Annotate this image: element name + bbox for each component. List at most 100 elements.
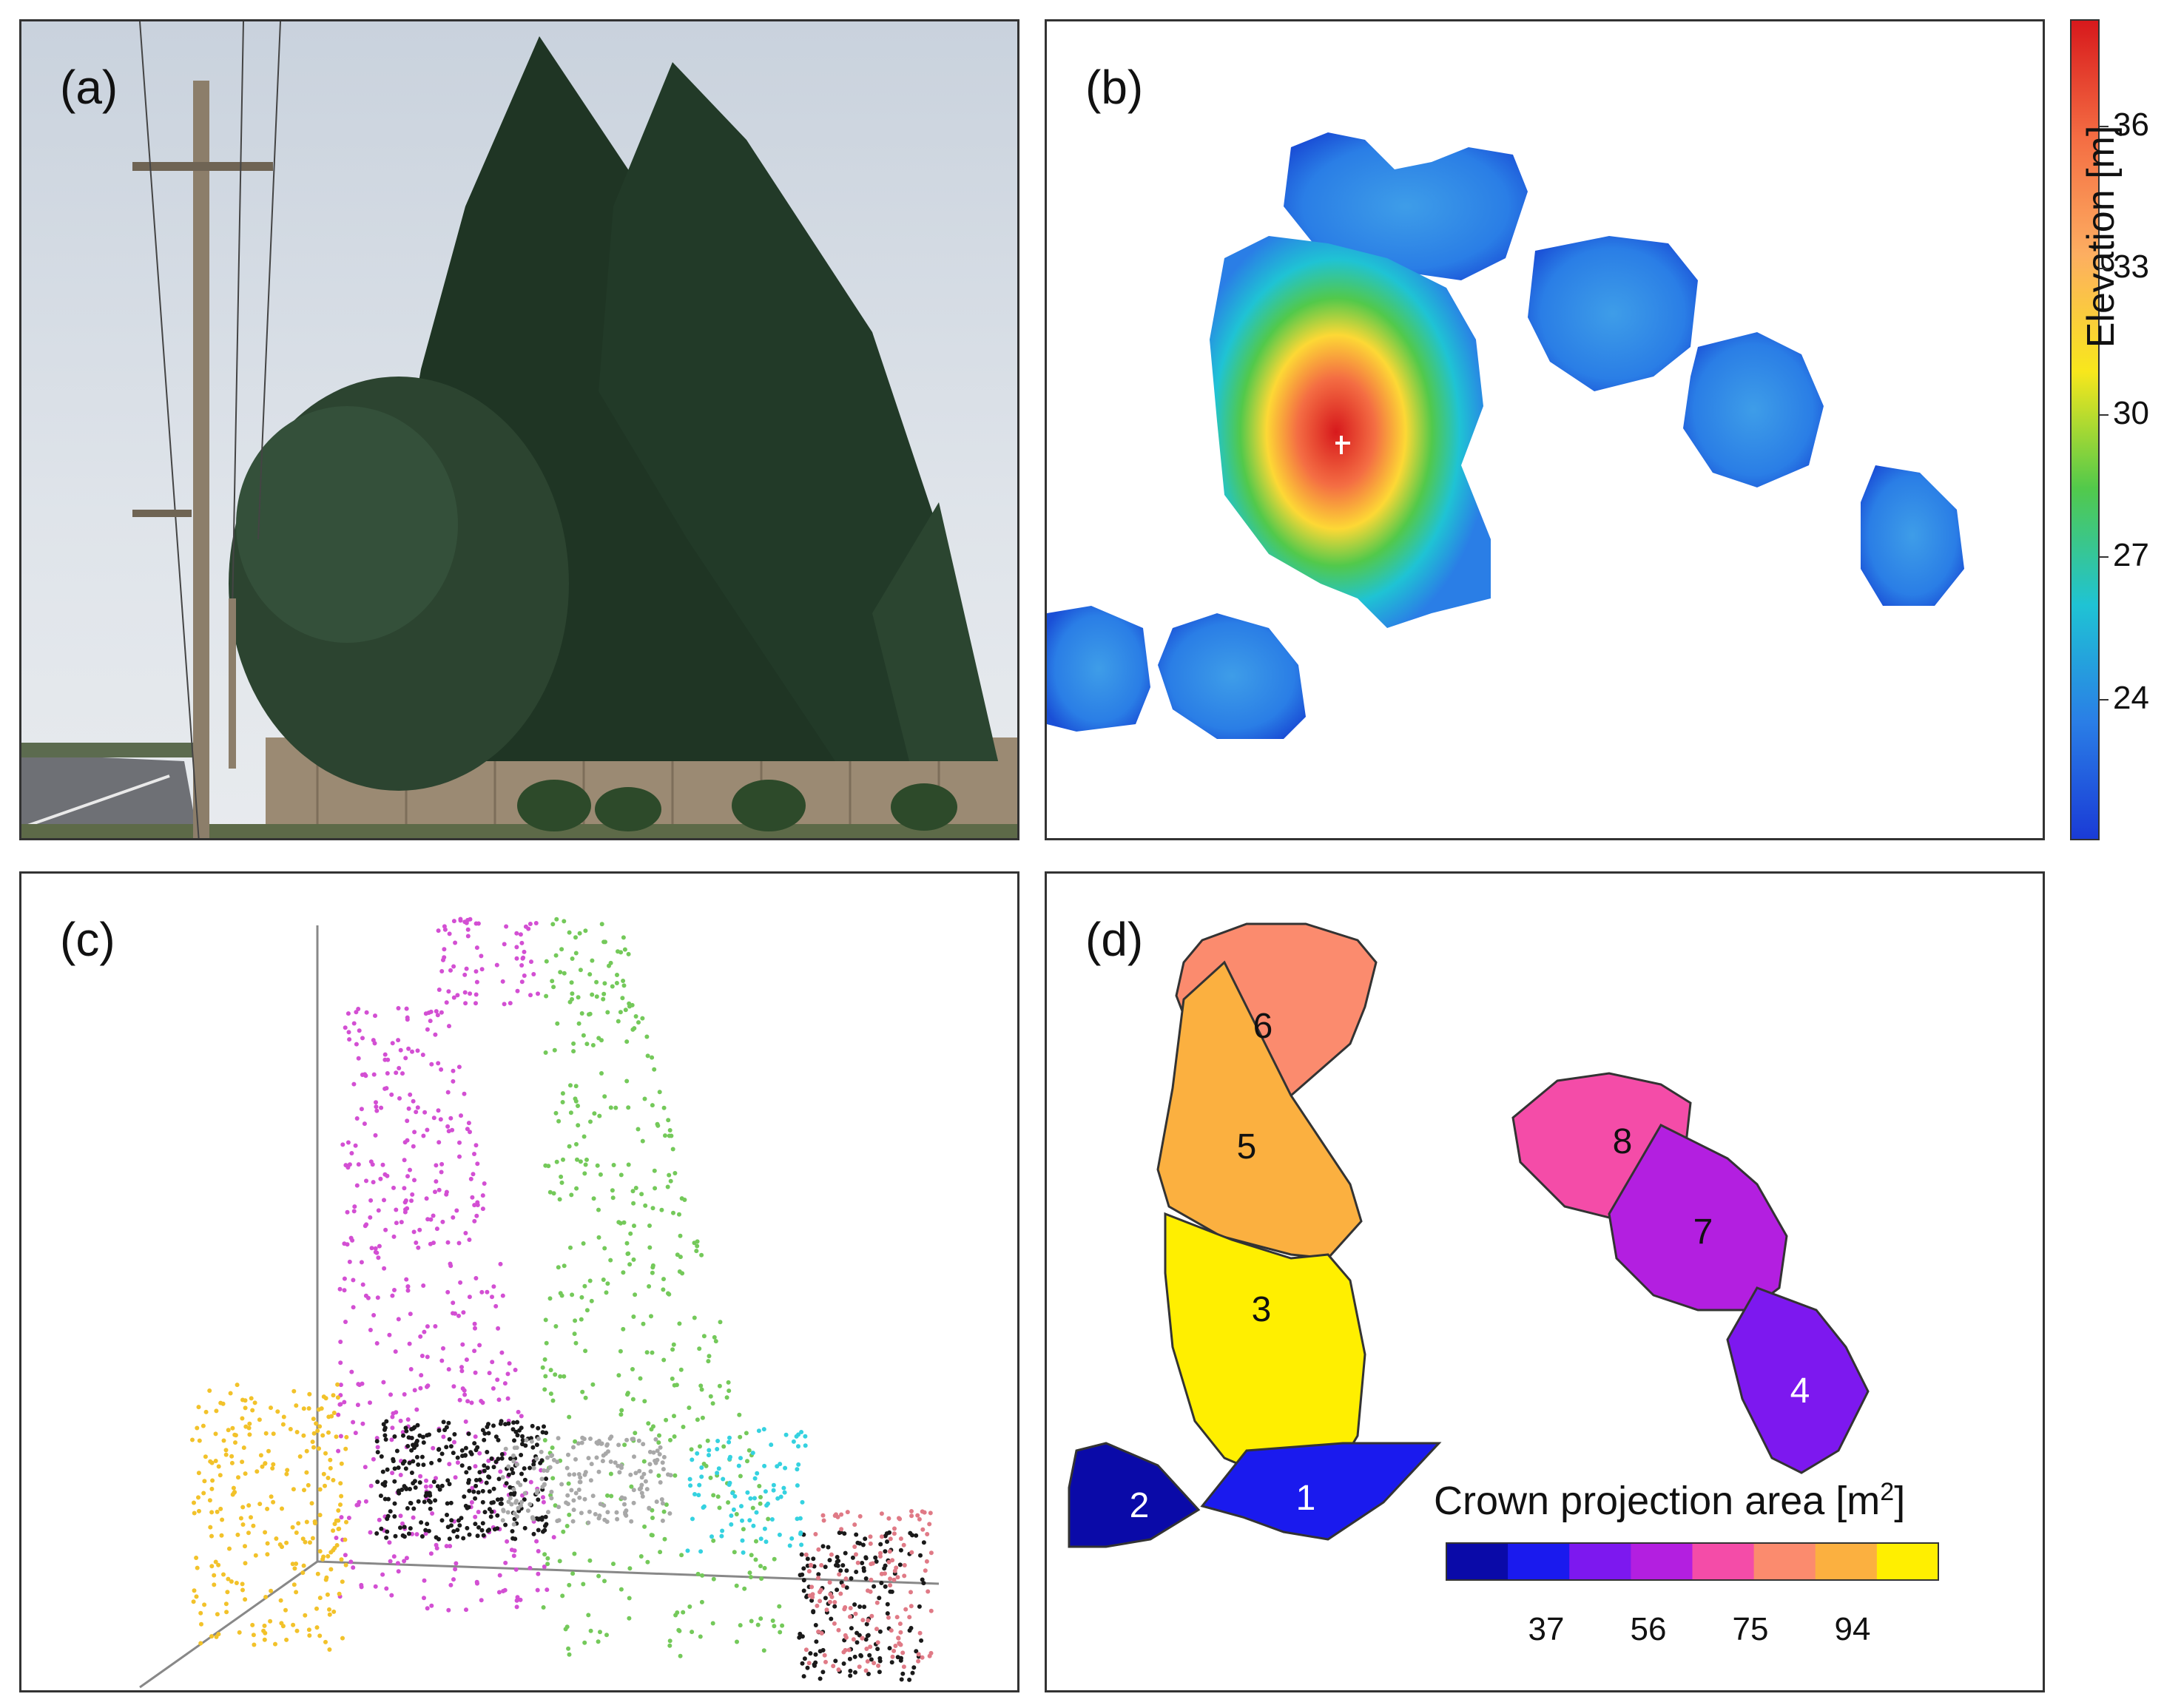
point-cloud-point (886, 1559, 891, 1564)
point-cloud-point (549, 1496, 554, 1501)
point-cloud-point (421, 1440, 426, 1445)
point-cloud-point (503, 1446, 508, 1451)
point-cloud-point (687, 1604, 692, 1609)
point-cloud-point (337, 1402, 343, 1407)
point-cloud-point (644, 1487, 650, 1492)
point-cloud-point (391, 1554, 397, 1559)
point-cloud-point (879, 1571, 884, 1576)
point-cloud-point (510, 1471, 516, 1476)
point-cloud-point (317, 1549, 323, 1554)
point-cloud-point (444, 1000, 449, 1005)
point-cloud-point (642, 1096, 647, 1101)
point-cloud-point (317, 1446, 321, 1451)
point-cloud-point (726, 1380, 731, 1385)
point-cloud-point (464, 1357, 469, 1363)
point-cloud-point (531, 1465, 536, 1471)
point-cloud-point (342, 1276, 347, 1281)
point-cloud-point (579, 1294, 584, 1300)
point-cloud-point (544, 1476, 548, 1482)
point-cloud-point (308, 1540, 312, 1545)
point-cloud-point (717, 1383, 722, 1388)
point-cloud-point (536, 1571, 541, 1576)
point-cloud-point (462, 972, 468, 977)
point-cloud-point (473, 1326, 477, 1331)
point-cloud-point (852, 1522, 857, 1528)
point-cloud-point (447, 1462, 452, 1467)
point-cloud-point (340, 1579, 345, 1584)
point-cloud-point (373, 1013, 377, 1019)
point-cloud-point (909, 1604, 914, 1609)
point-cloud-point (783, 1465, 788, 1471)
point-cloud-point (383, 1227, 388, 1232)
point-cloud-point (531, 972, 536, 976)
point-cloud-point (818, 1590, 822, 1595)
point-cloud-point (717, 1505, 722, 1510)
point-cloud-point (403, 1198, 408, 1203)
crown-label-7: 7 (1693, 1212, 1713, 1252)
point-cloud-point (660, 1501, 665, 1506)
point-cloud-point (578, 968, 583, 973)
point-cloud-point (424, 1478, 428, 1483)
point-cloud-point (625, 1391, 630, 1396)
point-cloud-point (844, 1568, 849, 1573)
point-cloud-point (876, 1663, 881, 1668)
point-cloud-point (857, 1604, 863, 1609)
point-cloud-point (795, 1516, 800, 1522)
point-cloud-point (559, 1174, 564, 1179)
point-cloud-point (474, 1213, 479, 1218)
point-cloud-point (410, 1049, 414, 1054)
point-cloud-point (216, 1562, 221, 1567)
point-cloud-point (221, 1438, 226, 1443)
point-cloud-point (888, 1583, 893, 1588)
point-cloud-point (257, 1502, 263, 1507)
point-cloud-point (523, 924, 528, 929)
point-cloud-point (557, 1197, 562, 1202)
point-cloud-point (427, 1491, 432, 1496)
point-cloud-point (520, 1434, 525, 1439)
point-cloud-point (525, 1508, 530, 1513)
point-cloud-point (551, 985, 556, 990)
point-cloud-point (668, 1473, 673, 1478)
point-cloud-point (550, 1445, 555, 1451)
point-cloud-point (637, 1487, 642, 1492)
point-cloud-point (809, 1598, 815, 1603)
point-cloud-point (588, 1478, 593, 1483)
point-cloud-point (363, 1072, 368, 1077)
point-cloud-point (457, 1154, 462, 1159)
point-cloud-point (323, 1639, 328, 1644)
point-cloud-point (480, 1193, 485, 1198)
point-cloud-point (632, 1026, 637, 1031)
point-cloud-point (724, 1395, 729, 1400)
point-cloud-point (338, 1383, 343, 1388)
point-cloud-point (352, 1204, 357, 1209)
point-cloud-point (701, 1334, 707, 1339)
point-cloud-point (559, 1293, 564, 1298)
point-cloud-point (402, 1392, 407, 1397)
point-cloud-point (260, 1464, 265, 1469)
point-cloud-point (518, 1597, 523, 1602)
point-cloud-point (596, 1036, 601, 1041)
point-cloud-point (667, 1511, 672, 1516)
point-cloud-point (536, 1497, 541, 1502)
point-cloud-point (727, 1439, 732, 1445)
point-cloud-point (240, 1522, 246, 1527)
point-cloud-point (459, 1113, 463, 1118)
point-cloud-point (389, 1092, 394, 1097)
crown-area-legend-swatch (1569, 1543, 1631, 1580)
point-cloud-point (816, 1572, 821, 1577)
point-cloud-point (453, 940, 458, 945)
point-cloud-point (378, 1493, 383, 1499)
point-cloud-point (441, 1434, 446, 1439)
point-cloud-point (574, 1141, 579, 1147)
point-cloud-point (196, 1471, 201, 1476)
point-cloud-point (676, 1627, 681, 1633)
point-cloud-point (514, 931, 519, 936)
point-cloud-point (898, 1658, 903, 1663)
point-cloud-point (627, 1616, 632, 1621)
point-cloud-point (624, 1437, 630, 1442)
point-cloud-point (692, 1492, 697, 1496)
point-cloud-point (527, 922, 533, 926)
panel-d-crown-polygons: 6 5 3 8 7 4 2 1 (d) (1045, 871, 2045, 1692)
point-cloud-point (397, 1096, 402, 1101)
point-cloud-point (446, 1420, 451, 1425)
